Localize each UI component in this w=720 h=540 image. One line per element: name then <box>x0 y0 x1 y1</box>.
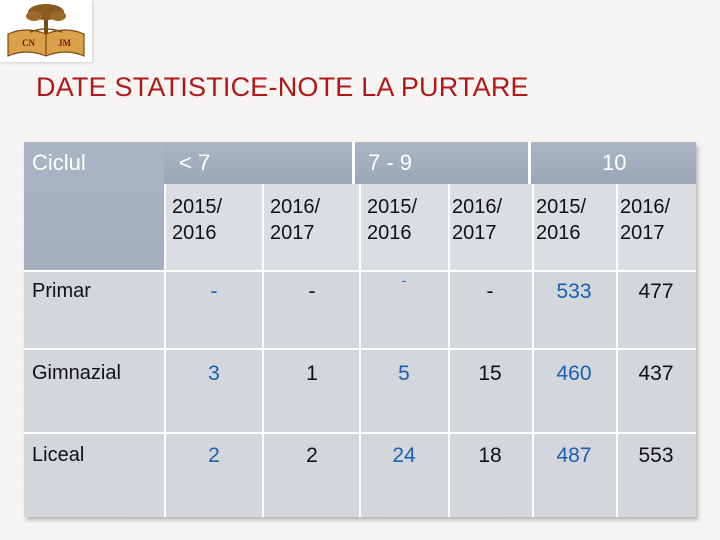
table-cell: 3 <box>208 362 220 385</box>
table-cell: 460 <box>556 362 592 385</box>
ciclul-label: Ciclul <box>32 150 86 175</box>
column-separator <box>262 184 264 517</box>
table-cell: 1 <box>306 362 318 385</box>
table-cell: - <box>401 272 407 288</box>
logo-right-text: JM <box>58 38 72 48</box>
table-cell: - <box>486 280 494 303</box>
group-7-9: 7 - 9 <box>368 150 413 175</box>
logo-left-text: CN <box>22 38 35 48</box>
group-separator <box>352 142 355 184</box>
statistics-table: Ciclul < 7 7 - 9 10 2015/2016 2016/2017 … <box>24 142 696 517</box>
table-cell: - <box>210 280 218 303</box>
column-separator <box>616 184 618 517</box>
table-cell: 15 <box>478 362 502 385</box>
column-separator <box>532 184 534 517</box>
row-label-primar: Primar <box>32 280 91 302</box>
year-header: 2015/2016 <box>367 196 418 244</box>
table-cell: 24 <box>392 444 416 467</box>
table-cell: 533 <box>556 280 592 303</box>
year-header: 2016/2017 <box>620 196 671 244</box>
column-separator <box>359 184 361 517</box>
table-cell: 5 <box>398 362 410 385</box>
year-header-band <box>164 184 696 270</box>
row-label-gimnazial: Gimnazial <box>32 362 121 384</box>
row-separator <box>24 348 696 350</box>
group-under-7: < 7 <box>179 150 211 175</box>
row-label-liceal: Liceal <box>32 444 85 466</box>
group-separator <box>528 142 531 184</box>
school-logo: CN JM <box>0 0 92 62</box>
column-separator <box>448 184 450 517</box>
table-cell: 2 <box>306 444 318 467</box>
row-separator <box>24 432 696 434</box>
table-cell: 437 <box>638 362 674 385</box>
table-cell: - <box>308 280 316 303</box>
table-cell: 18 <box>478 444 502 467</box>
ciclul-header-cell <box>24 142 164 270</box>
logo-graphic: CN JM <box>3 3 89 59</box>
table-cell: 2 <box>208 444 220 467</box>
table-cell: 487 <box>556 444 592 467</box>
table-cell: 553 <box>638 444 674 467</box>
page-title: DATE STATISTICE-NOTE LA PURTARE <box>36 72 529 102</box>
year-header: 2015/2016 <box>172 196 223 244</box>
year-header: 2016/2017 <box>452 196 503 244</box>
year-header: 2015/2016 <box>536 196 587 244</box>
row-separator <box>24 270 696 272</box>
table-cell: 477 <box>638 280 674 303</box>
group-10: 10 <box>602 150 627 175</box>
year-header: 2016/2017 <box>270 196 321 244</box>
column-separator <box>164 184 166 517</box>
